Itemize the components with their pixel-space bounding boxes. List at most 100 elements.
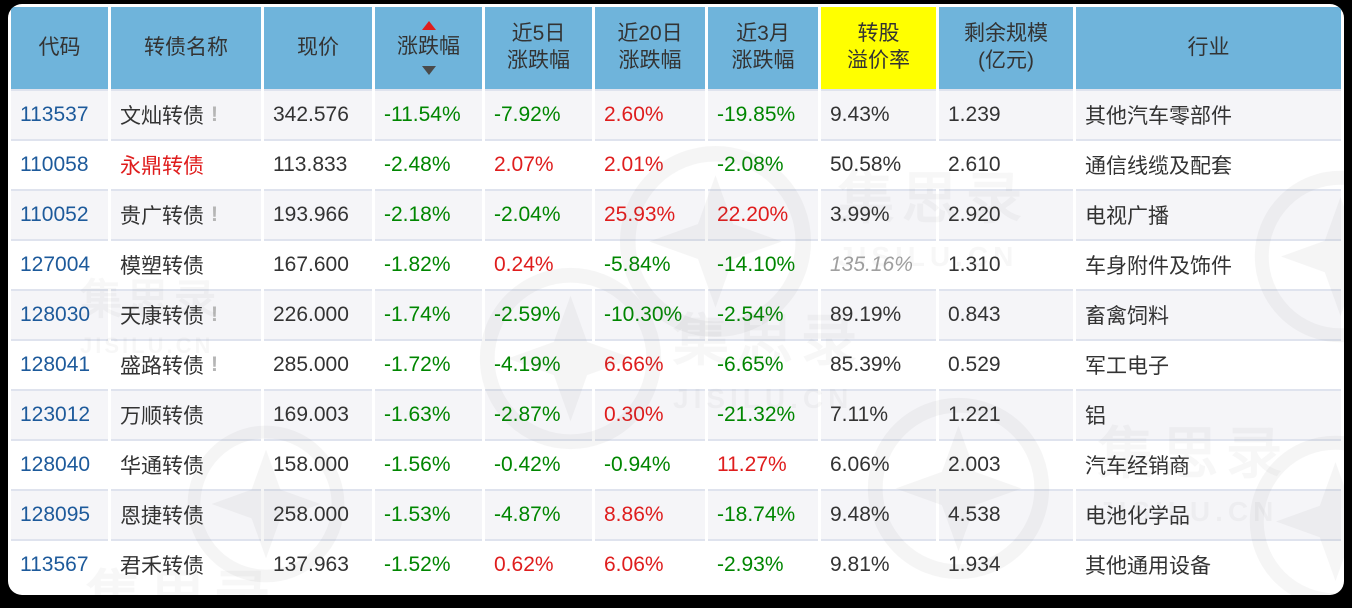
cell-name[interactable]: 永鼎转债 — [111, 141, 261, 189]
column-header-label: 近5日 — [511, 22, 566, 46]
bond-name-link[interactable]: 模塑转债 — [120, 255, 204, 278]
cell-price: 113.833 — [264, 141, 372, 189]
cell-code[interactable]: 113567 — [11, 541, 108, 589]
bond-name-link[interactable]: 天康转债 — [120, 305, 204, 328]
cell-change: -1.72% — [375, 341, 482, 389]
sort-ascending-icon[interactable] — [421, 21, 436, 31]
cell-price: 342.576 — [264, 91, 372, 139]
cell-change: -1.53% — [375, 491, 482, 539]
cell-name[interactable]: 恩捷转债 — [111, 491, 261, 539]
column-header-name[interactable]: 转债名称 — [111, 7, 261, 89]
warning-icon[interactable]: ! — [211, 103, 218, 126]
bond-code-link[interactable]: 128095 — [20, 503, 91, 526]
bond-code-link[interactable]: 128030 — [20, 303, 91, 326]
cell-change: -2.48% — [375, 141, 482, 189]
bond-code-link[interactable]: 127004 — [20, 253, 91, 276]
column-header-label: 涨跌幅 — [507, 49, 570, 72]
cell-price: 169.003 — [264, 391, 372, 439]
cell-code[interactable]: 128030 — [11, 291, 108, 339]
cell-change-5d: -4.19% — [485, 341, 592, 389]
column-header-label: 涨跌幅 — [618, 49, 682, 72]
column-header-code[interactable]: 代码 — [11, 7, 108, 89]
column-header-size[interactable]: 剩余规模 (亿元) — [939, 7, 1073, 89]
cell-price: 167.600 — [264, 241, 372, 289]
cell-change-20d: 25.93% — [595, 191, 705, 239]
bond-name-link[interactable]: 贵广转债 — [120, 205, 204, 228]
column-header-change[interactable]: 涨跌幅 — [375, 7, 482, 89]
cell-change-20d: 6.66% — [595, 341, 705, 389]
column-header-chg20d[interactable]: 近20日 涨跌幅 — [595, 7, 705, 89]
bond-name-link[interactable]: 恩捷转债 — [120, 505, 204, 528]
bond-code-link[interactable]: 113537 — [20, 103, 89, 126]
cell-change: -1.52% — [375, 541, 482, 589]
cell-change-20d: -5.84% — [595, 241, 705, 289]
cell-price: 193.966 — [264, 191, 372, 239]
cell-code[interactable]: 110052 — [11, 191, 108, 239]
cell-change-20d: -0.94% — [595, 441, 705, 489]
cell-premium: 50.58% — [821, 141, 936, 189]
cell-code[interactable]: 113537 — [11, 91, 108, 139]
cell-change-20d: -10.30% — [595, 291, 705, 339]
cell-change-3m: -2.93% — [708, 541, 818, 589]
cell-name[interactable]: 君禾转债 — [111, 541, 261, 589]
cell-name[interactable]: 贵广转债! — [111, 191, 261, 239]
cell-size: 2.003 — [939, 441, 1073, 489]
cell-industry: 电视广播 — [1076, 191, 1341, 239]
cell-price: 258.000 — [264, 491, 372, 539]
bond-name-link[interactable]: 华通转债 — [120, 455, 204, 478]
cell-change-20d: 2.01% — [595, 141, 705, 189]
cell-code[interactable]: 128041 — [11, 341, 108, 389]
warning-icon[interactable]: ! — [211, 203, 218, 226]
bond-code-link[interactable]: 128040 — [20, 453, 91, 476]
bond-name-link[interactable]: 君禾转债 — [120, 555, 204, 578]
cell-price: 285.000 — [264, 341, 372, 389]
cell-name[interactable]: 万顺转债 — [111, 391, 261, 439]
cell-change-3m: 11.27% — [708, 441, 818, 489]
warning-icon[interactable]: ! — [211, 303, 218, 326]
cell-premium: 135.16% — [821, 241, 936, 289]
cell-change-3m: -14.10% — [708, 241, 818, 289]
bond-name-link[interactable]: 万顺转债 — [120, 405, 204, 428]
bond-code-link[interactable]: 110052 — [20, 203, 89, 226]
cell-name[interactable]: 天康转债! — [111, 291, 261, 339]
cell-change-5d: 0.62% — [485, 541, 592, 589]
cell-name[interactable]: 盛路转债! — [111, 341, 261, 389]
bond-name-link[interactable]: 永鼎转债 — [120, 155, 204, 178]
cell-name[interactable]: 模塑转债 — [111, 241, 261, 289]
bond-code-link[interactable]: 113567 — [20, 553, 89, 576]
cell-size: 1.221 — [939, 391, 1073, 439]
bond-code-link[interactable]: 123012 — [20, 403, 91, 426]
cell-premium: 89.19% — [821, 291, 936, 339]
bond-name-link[interactable]: 盛路转债 — [120, 355, 204, 378]
column-header-premium[interactable]: 转股 溢价率 — [821, 7, 936, 89]
column-header-price[interactable]: 现价 — [264, 7, 372, 89]
cell-code[interactable]: 128095 — [11, 491, 108, 539]
sort-descending-icon[interactable] — [421, 65, 436, 75]
cell-change-5d: -2.87% — [485, 391, 592, 439]
cell-change-3m: -2.08% — [708, 141, 818, 189]
column-header-label: 涨跌幅 — [397, 35, 460, 59]
cell-name[interactable]: 文灿转债! — [111, 91, 261, 139]
column-header-chg3m[interactable]: 近3月 涨跌幅 — [708, 7, 818, 89]
cell-premium: 9.43% — [821, 91, 936, 139]
cell-change: -1.82% — [375, 241, 482, 289]
column-header-industry[interactable]: 行业 — [1076, 7, 1341, 89]
cell-name[interactable]: 华通转债 — [111, 441, 261, 489]
cell-change: -11.54% — [375, 91, 482, 139]
cell-code[interactable]: 127004 — [11, 241, 108, 289]
cell-premium: 85.39% — [821, 341, 936, 389]
bond-code-link[interactable]: 128041 — [20, 353, 91, 376]
cell-code[interactable]: 128040 — [11, 441, 108, 489]
bond-code-link[interactable]: 110058 — [20, 153, 89, 176]
column-header-label: 转债名称 — [144, 35, 228, 59]
warning-icon[interactable]: ! — [211, 353, 218, 376]
cell-industry: 其他汽车零部件 — [1076, 91, 1341, 139]
cell-premium: 9.48% — [821, 491, 936, 539]
column-header-chg5d[interactable]: 近5日涨跌幅 — [485, 7, 592, 89]
cell-code[interactable]: 110058 — [11, 141, 108, 189]
bond-name-link[interactable]: 文灿转债 — [120, 105, 204, 128]
cell-change-3m: -19.85% — [708, 91, 818, 139]
cell-code[interactable]: 123012 — [11, 391, 108, 439]
column-header-label: 转股 — [857, 22, 900, 46]
cell-size: 2.610 — [939, 141, 1073, 189]
